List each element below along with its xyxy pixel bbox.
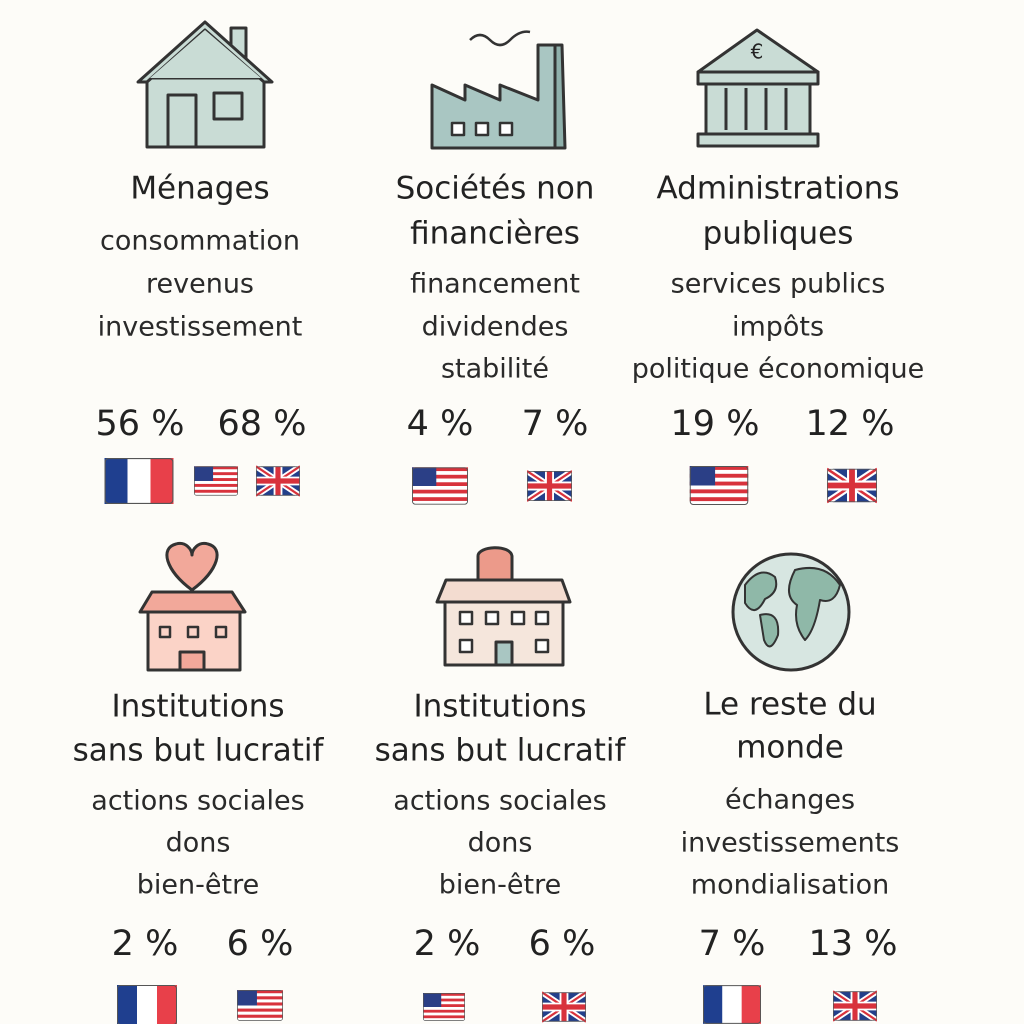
building-icon [435,546,572,667]
keyword: politique économique [632,354,924,385]
keyword: actions sociales [91,786,304,817]
card-title: monde [736,730,844,766]
stat: 2 % [112,924,179,964]
house-icon [136,20,274,149]
stat: 6 % [529,924,596,964]
card-title: publiques [703,216,854,252]
keyword: impôts [732,312,824,343]
flag-usa [194,465,238,497]
keyword: dividendes [422,312,569,343]
factory-icon [430,30,567,150]
keyword: échanges [725,785,855,816]
keyword: consommation [100,226,300,257]
flag-uk [527,471,572,501]
keyword: dons [166,828,231,859]
card-title: Institutions [413,689,586,725]
card-title: Le reste du [703,687,876,723]
card-title: sans but lucratif [73,733,325,769]
stat: 6 % [227,924,294,964]
keyword: stabilité [441,354,549,385]
stat: 7 % [522,404,589,444]
flag-uk [256,466,300,495]
stat: 68 % [218,404,307,444]
stat: 19 % [671,404,760,444]
flag-usa [237,989,283,1022]
keyword: investissement [98,312,303,343]
stat: 13 % [809,924,898,964]
keyword: mondialisation [691,870,889,901]
card-title: Institutions [111,689,284,725]
keyword: services publics [671,269,886,300]
flag-france [104,458,174,504]
keyword: bien-être [439,870,561,901]
card-title: Sociétés non [396,171,595,207]
keyword: dons [468,828,533,859]
flag-usa [423,992,465,1022]
globe-icon [731,552,851,672]
stat: 4 % [407,404,474,444]
stat: 2 % [414,924,481,964]
flag-france [117,985,177,1024]
stat: 12 % [806,404,895,444]
bank-icon [696,28,820,148]
flag-france [703,985,761,1024]
keyword: actions sociales [393,786,606,817]
stat: 56 % [96,404,185,444]
card-title: sans but lucratif [375,733,627,769]
keyword: revenus [146,269,254,300]
keyword: bien-être [137,870,259,901]
charity-icon [138,541,247,672]
keyword: financement [410,269,580,300]
card-title: Administrations [657,171,900,207]
flag-uk [827,469,877,502]
flag-uk [833,991,877,1020]
bank-symbol: € [751,40,764,64]
flag-uk [542,992,586,1021]
keyword: investissements [681,828,900,859]
card-title: financières [410,216,580,252]
card-title: Ménages [130,171,269,207]
flag-usa [689,466,749,505]
flag-usa [412,467,468,505]
stat: 7 % [699,924,766,964]
